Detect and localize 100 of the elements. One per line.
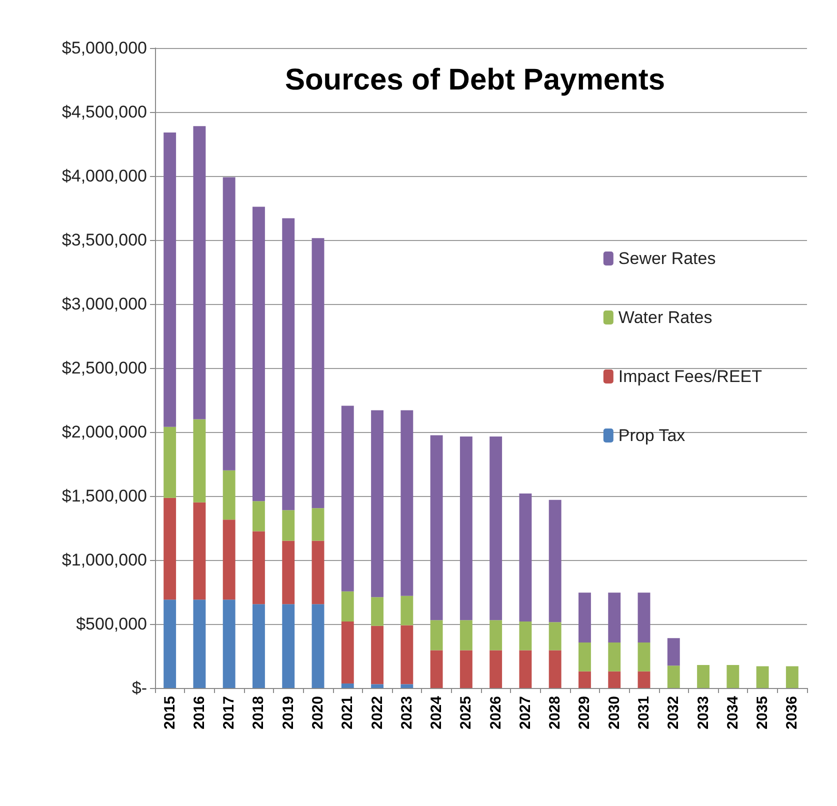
bar xyxy=(252,501,265,532)
bar xyxy=(400,625,414,684)
bar xyxy=(312,508,324,541)
bar xyxy=(252,206,265,502)
bar xyxy=(578,592,591,643)
bar xyxy=(193,419,206,502)
x-tick-label: 2027 xyxy=(516,696,534,730)
x-tick-label: 2018 xyxy=(250,696,268,730)
x-tick-label: 2019 xyxy=(280,696,297,730)
bar xyxy=(667,666,680,688)
bar xyxy=(164,498,176,600)
bar xyxy=(282,510,295,541)
bar xyxy=(638,592,650,643)
y-tick-label: $1,000,000 xyxy=(62,550,147,570)
x-tick-label: 2031 xyxy=(636,696,652,730)
bar xyxy=(371,410,384,598)
bar xyxy=(222,600,236,688)
bar xyxy=(341,406,354,592)
x-tick-label: 2016 xyxy=(190,696,208,730)
x-tick-label: 2035 xyxy=(754,696,772,730)
bar xyxy=(400,596,414,626)
bar xyxy=(430,620,443,650)
bar xyxy=(430,435,443,620)
x-tick-label: 2036 xyxy=(784,696,801,730)
bar xyxy=(222,520,236,600)
bar xyxy=(222,177,236,470)
bar xyxy=(400,410,414,596)
bar xyxy=(193,126,206,420)
bar xyxy=(193,502,206,600)
bar xyxy=(490,620,502,650)
y-tick-label: $5,000,000 xyxy=(62,38,147,58)
x-tick-label: 2029 xyxy=(576,696,594,730)
x-tick-label: 2028 xyxy=(546,696,564,730)
bar xyxy=(460,620,472,650)
bar xyxy=(638,642,650,672)
bar xyxy=(282,540,295,604)
x-tick-label: 2015 xyxy=(161,696,178,730)
y-tick-label: $3,000,000 xyxy=(62,294,147,314)
bar xyxy=(371,684,384,688)
x-tick-label: 2017 xyxy=(220,696,238,730)
x-tick-label: 2030 xyxy=(606,696,623,730)
x-tick-label: 2023 xyxy=(398,696,416,730)
bar xyxy=(312,238,324,508)
bar xyxy=(282,218,295,510)
bar xyxy=(548,622,562,650)
bar xyxy=(460,436,472,620)
bar xyxy=(608,671,621,688)
bar xyxy=(519,650,532,688)
bar xyxy=(726,664,740,688)
x-tick-label: 2032 xyxy=(665,696,682,730)
bar xyxy=(548,650,562,688)
bar xyxy=(312,540,324,604)
bar xyxy=(519,621,532,650)
bar xyxy=(578,671,591,688)
legend-label: Sewer Rates xyxy=(618,249,716,268)
y-tick-label: $2,500,000 xyxy=(62,358,147,378)
bar xyxy=(756,666,769,688)
bar xyxy=(193,600,206,688)
bar xyxy=(638,671,650,688)
bar xyxy=(490,650,502,688)
y-tick-label: $4,000,000 xyxy=(62,166,147,186)
x-tick-label: 2024 xyxy=(428,695,446,730)
bar xyxy=(667,638,680,666)
legend-label: Water Rates xyxy=(618,308,712,327)
text: Sources of Debt Payments xyxy=(284,64,666,96)
y-tick-label: $4,500,000 xyxy=(62,102,147,122)
bar xyxy=(548,500,562,622)
y-tick-label: $- xyxy=(132,678,147,698)
bar xyxy=(460,650,472,688)
bar xyxy=(430,650,443,688)
bar xyxy=(312,604,324,688)
bar xyxy=(371,626,384,684)
y-tick-label: $500,000 xyxy=(76,614,147,634)
legend-label: Impact Fees/REET xyxy=(618,367,762,386)
bar xyxy=(252,604,265,688)
bar xyxy=(341,621,354,684)
x-tick-label: 2026 xyxy=(487,696,504,730)
bar xyxy=(490,436,502,620)
x-tick-label: 2033 xyxy=(694,696,712,730)
bar xyxy=(608,592,621,643)
bar xyxy=(282,604,295,688)
bar xyxy=(578,642,591,672)
bar xyxy=(164,132,176,427)
x-tick-label: 2034 xyxy=(724,695,742,730)
x-tick-label: 2025 xyxy=(458,696,475,730)
bar xyxy=(252,531,265,604)
bar xyxy=(222,470,236,520)
bar xyxy=(371,597,384,626)
bar xyxy=(786,666,798,688)
x-tick-label: 2020 xyxy=(310,696,326,730)
bar xyxy=(400,684,414,688)
bar xyxy=(164,426,176,498)
bar xyxy=(341,591,354,622)
bar xyxy=(608,642,621,672)
y-tick-label: $1,500,000 xyxy=(62,486,147,506)
bar xyxy=(164,600,176,688)
bar xyxy=(519,493,532,622)
legend-label: Prop Tax xyxy=(618,426,686,445)
x-tick-label: 2021 xyxy=(339,696,356,730)
bar xyxy=(697,664,710,688)
